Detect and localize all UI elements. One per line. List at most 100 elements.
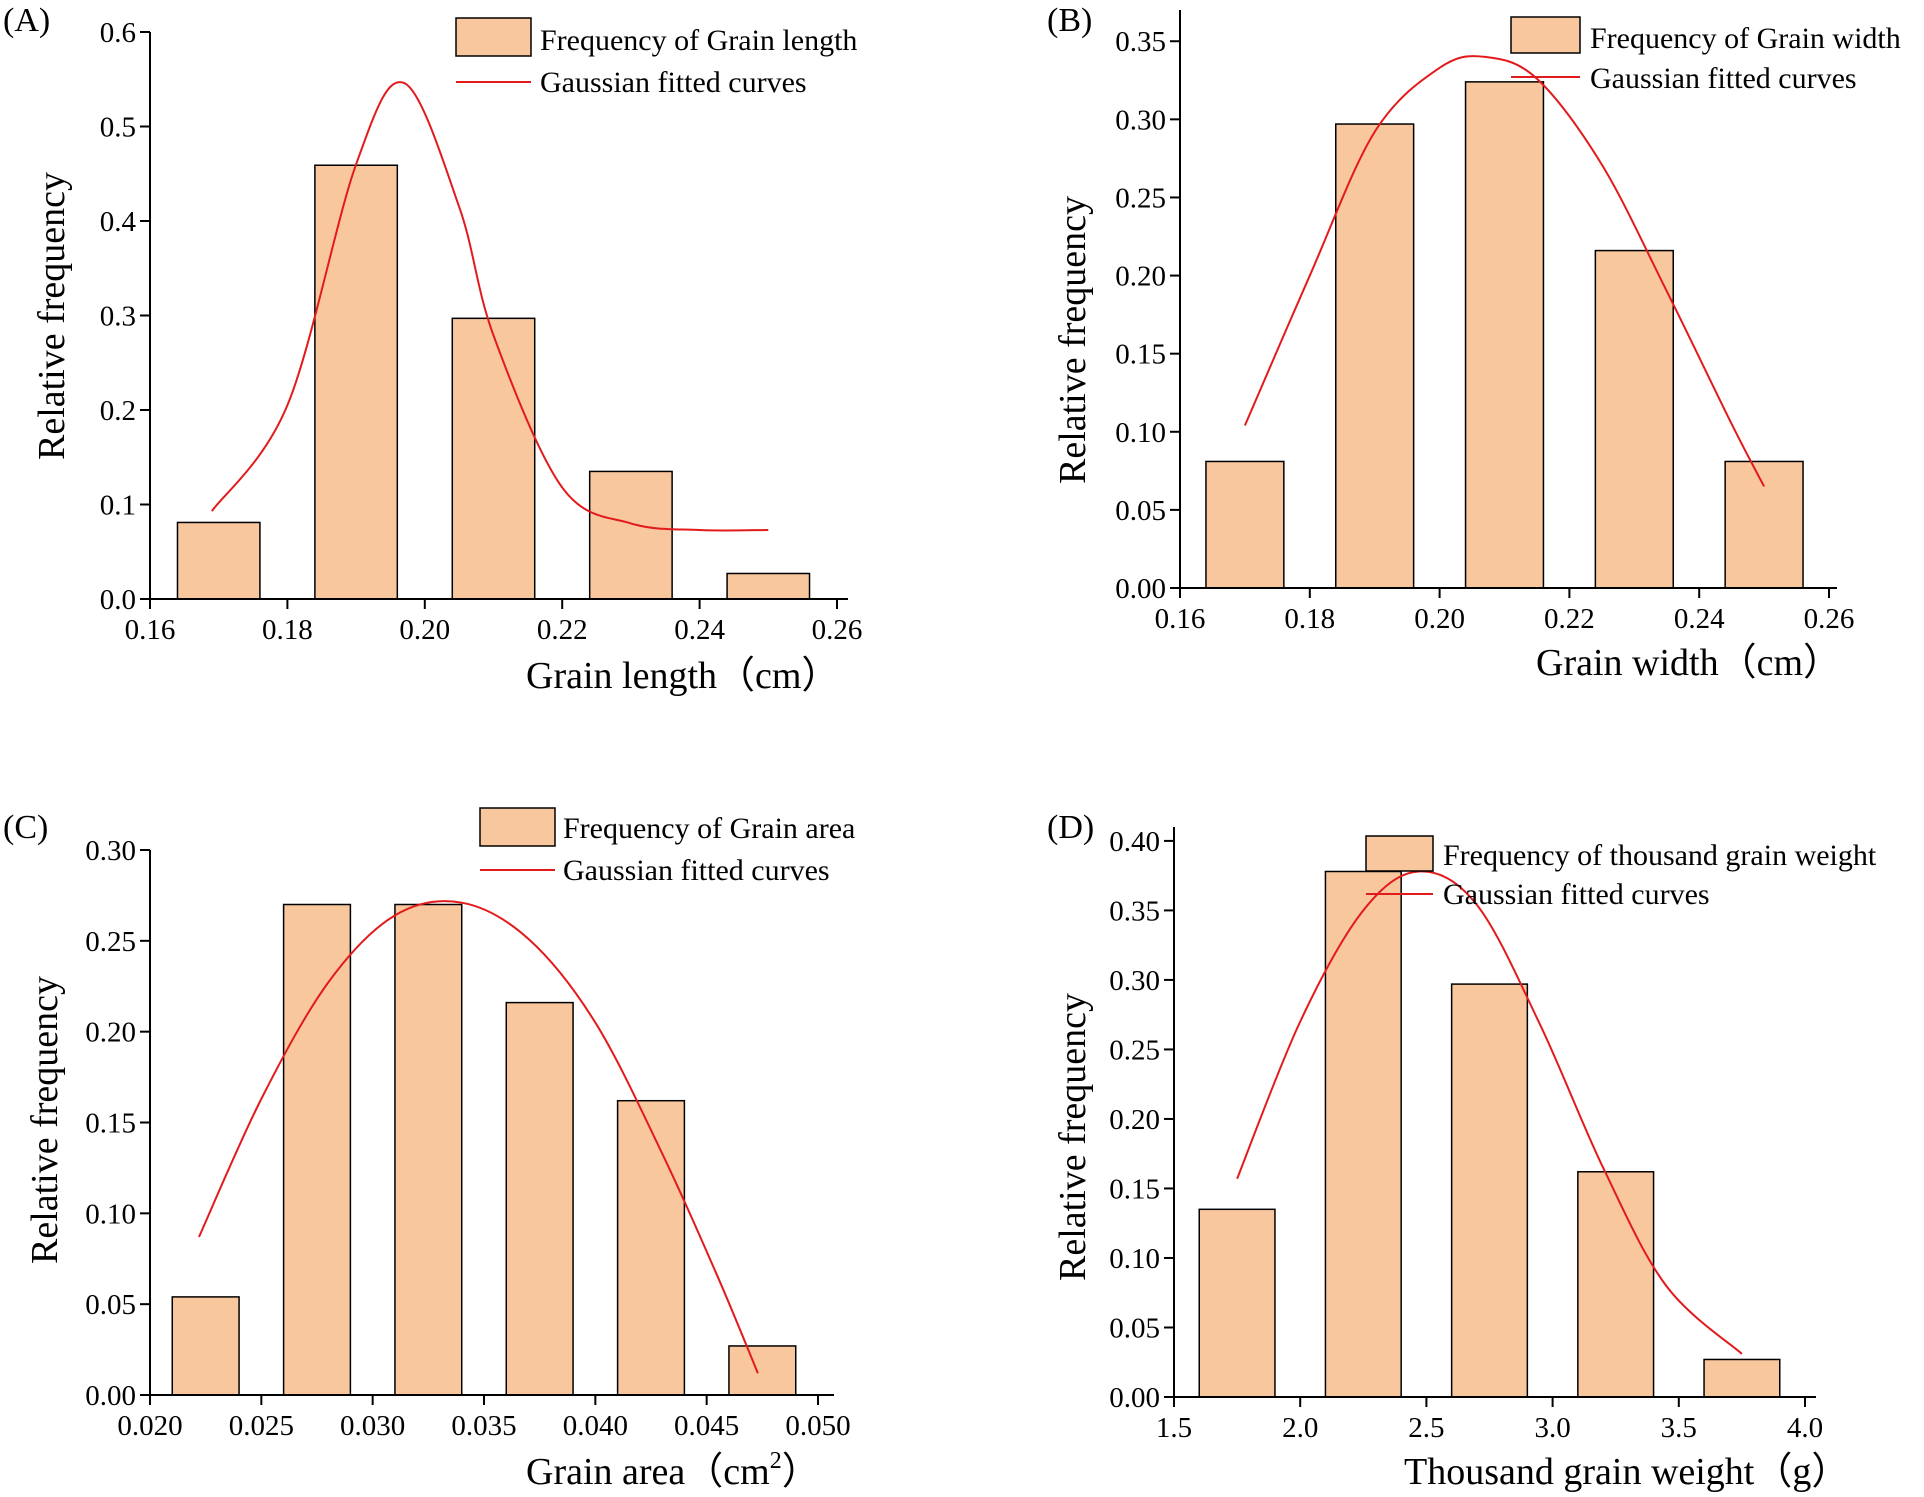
- x-axis-title-b: Grain width（cm）: [1536, 642, 1841, 684]
- bar-a-1: [176, 521, 261, 600]
- bar-a-5: [726, 572, 811, 600]
- x-tick-label-a: 0.26: [812, 614, 863, 646]
- x-tick-label-d: 4.0: [1787, 1412, 1823, 1444]
- y-tick-label-d: 0.35: [1109, 895, 1160, 927]
- y-axis-title-c: Relative frequency: [24, 976, 66, 1264]
- panel-label-a: (A): [3, 2, 50, 39]
- panel-label-d: (D): [1047, 809, 1094, 846]
- legend-d: Frequency of thousand grain weight Gauss…: [1365, 835, 1877, 911]
- legend-c: Frequency of Grain area Gaussian fitted …: [479, 807, 855, 887]
- bar-b-4: [1594, 249, 1674, 589]
- x-tick-label-c: 0.040: [563, 1410, 628, 1442]
- panel-c: (C) 0.000.050.100.150.200.250.30 0.020 0.…: [3, 807, 855, 1493]
- panel-b: (B) 0.00 0.05 0.10 0.15 0.20 0.25 0.30 0.35 0.1…: [1047, 2, 1901, 684]
- y-tick-label-c: 0.25: [85, 926, 136, 958]
- bar-b-3: [1464, 81, 1545, 589]
- x-tick-label-d: 1.5: [1156, 1412, 1192, 1444]
- y-tick-label-a: 0.0: [100, 584, 136, 616]
- x-ticks-c: 0.020 0.025 0.030 0.035 0.040 0.045 0.050: [117, 1395, 851, 1442]
- y-tick-label-b: 0.35: [1115, 26, 1166, 58]
- bar-c-5: [616, 1099, 686, 1396]
- x-tick-label-c: 0.050: [785, 1410, 850, 1442]
- bar-b-1: [1205, 460, 1285, 589]
- legend-curve-label-d: Gaussian fitted curves: [1443, 878, 1710, 911]
- bars-d: [1198, 870, 1781, 1398]
- bar-d-3: [1450, 983, 1529, 1398]
- x-tick-label-d: 3.0: [1534, 1412, 1570, 1444]
- y-axis-title-d: Relative frequency: [1052, 993, 1094, 1281]
- y-tick-label-c: 0.10: [85, 1198, 136, 1230]
- legend-bar-label-a: Frequency of Grain length: [540, 24, 857, 57]
- y-ticks-a: 0.0 0.1 0.2 0.3 0.4 0.5 0.6: [100, 17, 150, 616]
- bar-d-1: [1198, 1208, 1276, 1398]
- bar-c-3: [394, 903, 463, 1396]
- y-tick-label-b: 0.00: [1115, 573, 1166, 605]
- y-ticks-b: 0.00 0.05 0.10 0.15 0.20 0.25 0.30 0.35: [1115, 26, 1180, 605]
- x-axis-title-c-main: Grain area（cm: [526, 1451, 770, 1493]
- bar-d-4: [1577, 1171, 1655, 1398]
- gaussian-curve-d: [1236, 870, 1743, 1355]
- y-tick-label-a: 0.4: [100, 206, 137, 238]
- y-tick-label-b: 0.05: [1115, 495, 1166, 527]
- x-tick-label-a: 0.18: [262, 614, 313, 646]
- bar-d-5: [1703, 1358, 1781, 1398]
- y-tick-label-a: 0.6: [100, 17, 136, 49]
- y-tick-label-c: 0.00: [85, 1380, 136, 1412]
- bar-b-5: [1724, 460, 1804, 589]
- y-axis-title-a: Relative frequency: [31, 172, 73, 460]
- bar-c-2: [282, 903, 352, 1396]
- y-ticks-d: 0.00 0.05 0.10 0.15 0.20 0.25 0.30 0.35 0.40: [1109, 826, 1174, 1414]
- y-tick-label-d: 0.10: [1109, 1243, 1160, 1275]
- bar-c-1: [171, 1296, 240, 1396]
- x-tick-label-b: 0.24: [1674, 603, 1725, 635]
- y-tick-label-c: 0.30: [85, 835, 136, 867]
- x-ticks-b: 0.16 0.18 0.20 0.22 0.24 0.26: [1155, 588, 1854, 635]
- y-tick-label-d: 0.20: [1109, 1104, 1160, 1136]
- bar-c-4: [505, 1001, 574, 1396]
- legend-b: Frequency of Grain width Gaussian fitted…: [1510, 16, 1901, 95]
- bar-a-4: [588, 470, 673, 600]
- y-tick-label-b: 0.20: [1115, 261, 1166, 293]
- x-axis-title-c-end: ）: [782, 1451, 820, 1493]
- x-tick-label-b: 0.22: [1544, 603, 1595, 635]
- y-tick-label-b: 0.10: [1115, 417, 1166, 449]
- x-tick-label-d: 2.5: [1408, 1412, 1444, 1444]
- legend-bar-label-b: Frequency of Grain width: [1590, 22, 1901, 55]
- x-axis-title-c-sup: 2: [770, 1448, 782, 1474]
- x-tick-label-c: 0.020: [117, 1410, 182, 1442]
- y-tick-label-a: 0.2: [100, 395, 136, 427]
- y-tick-label-c: 0.20: [85, 1017, 136, 1049]
- panel-d: (D) 0.00 0.05 0.10 0.15 0.20 0.25 0.30 0.35 0.40…: [1047, 809, 1877, 1493]
- panel-label-b: (B): [1047, 2, 1092, 39]
- bar-a-3: [451, 317, 536, 600]
- x-tick-label-b: 0.20: [1414, 603, 1465, 635]
- y-tick-label-b: 0.25: [1115, 182, 1166, 214]
- x-tick-label-b: 0.18: [1284, 603, 1335, 635]
- x-axis-title-a: Grain length（cm）: [526, 655, 839, 697]
- legend-bar-swatch-d: [1365, 835, 1434, 872]
- x-tick-label-d: 3.5: [1661, 1412, 1697, 1444]
- x-tick-label-c: 0.045: [674, 1410, 739, 1442]
- bars-c: [171, 903, 797, 1396]
- y-tick-label-d: 0.15: [1109, 1173, 1160, 1205]
- y-tick-label-c: 0.15: [85, 1108, 136, 1140]
- panel-label-c: (C): [3, 809, 48, 846]
- x-tick-label-b: 0.16: [1155, 603, 1206, 635]
- y-tick-label-d: 0.00: [1109, 1382, 1160, 1414]
- x-tick-label-a: 0.20: [399, 614, 450, 646]
- x-tick-label-c: 0.025: [229, 1410, 294, 1442]
- legend-curve-label-c: Gaussian fitted curves: [563, 854, 830, 887]
- legend-bar-label-c: Frequency of Grain area: [563, 812, 855, 845]
- y-tick-label-a: 0.5: [100, 112, 136, 144]
- bar-c-6: [728, 1345, 797, 1396]
- x-tick-label-a: 0.16: [125, 614, 176, 646]
- y-axis-title-b: Relative frequency: [1052, 196, 1094, 484]
- y-tick-label-b: 0.30: [1115, 104, 1166, 136]
- y-tick-label-d: 0.25: [1109, 1034, 1160, 1066]
- x-tick-label-c: 0.030: [340, 1410, 405, 1442]
- gaussian-curve-c: [198, 900, 759, 1374]
- legend-bar-swatch-a: [455, 17, 532, 57]
- legend-bar-swatch-b: [1510, 16, 1581, 54]
- x-tick-label-d: 2.0: [1282, 1412, 1318, 1444]
